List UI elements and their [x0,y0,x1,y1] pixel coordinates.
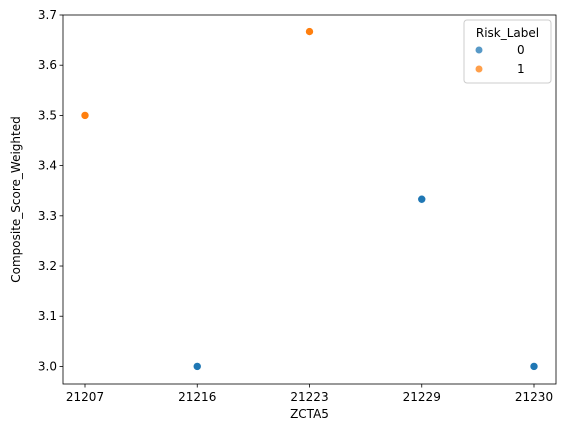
y-tick-label: 3.1 [38,309,57,323]
data-point [529,362,539,371]
y-tick-label: 3.0 [38,359,57,373]
y-tick-label: 3.2 [38,259,57,273]
y-tick-label: 3.5 [38,108,57,122]
legend-entry-label: 1 [517,62,525,76]
y-tick-label: 3.4 [38,159,57,173]
legend-marker [475,46,483,54]
x-tick-label: 21223 [290,390,328,404]
legend: Risk_Label 01 [463,19,552,84]
y-tick-label: 3.6 [38,58,57,72]
x-tick-label: 21230 [515,390,553,404]
legend-marker [475,65,483,73]
x-axis-ticks: 21207 21216 21223 21229 21230 [66,384,553,404]
x-tick-label: 21207 [66,390,104,404]
data-point [305,27,314,36]
data-point [417,194,427,204]
plot-layer [80,27,539,371]
data-point [80,111,90,120]
x-tick-label: 21229 [403,390,441,404]
legend-box [463,19,552,84]
data-point [192,362,202,371]
legend-title: Risk_Label [476,26,539,40]
legend-entries: 01 [475,43,525,76]
y-tick-label: 3.7 [38,8,57,22]
x-tick-label: 21216 [178,390,216,404]
x-axis-label: ZCTA5 [290,407,329,421]
y-axis-label: Composite_Score_Weighted [9,116,23,282]
legend-entry-label: 0 [517,43,525,57]
y-axis-ticks: 3.0 3.1 3.2 3.3 3.4 3.5 3.6 3.7 [38,8,63,373]
y-tick-label: 3.3 [38,209,57,223]
